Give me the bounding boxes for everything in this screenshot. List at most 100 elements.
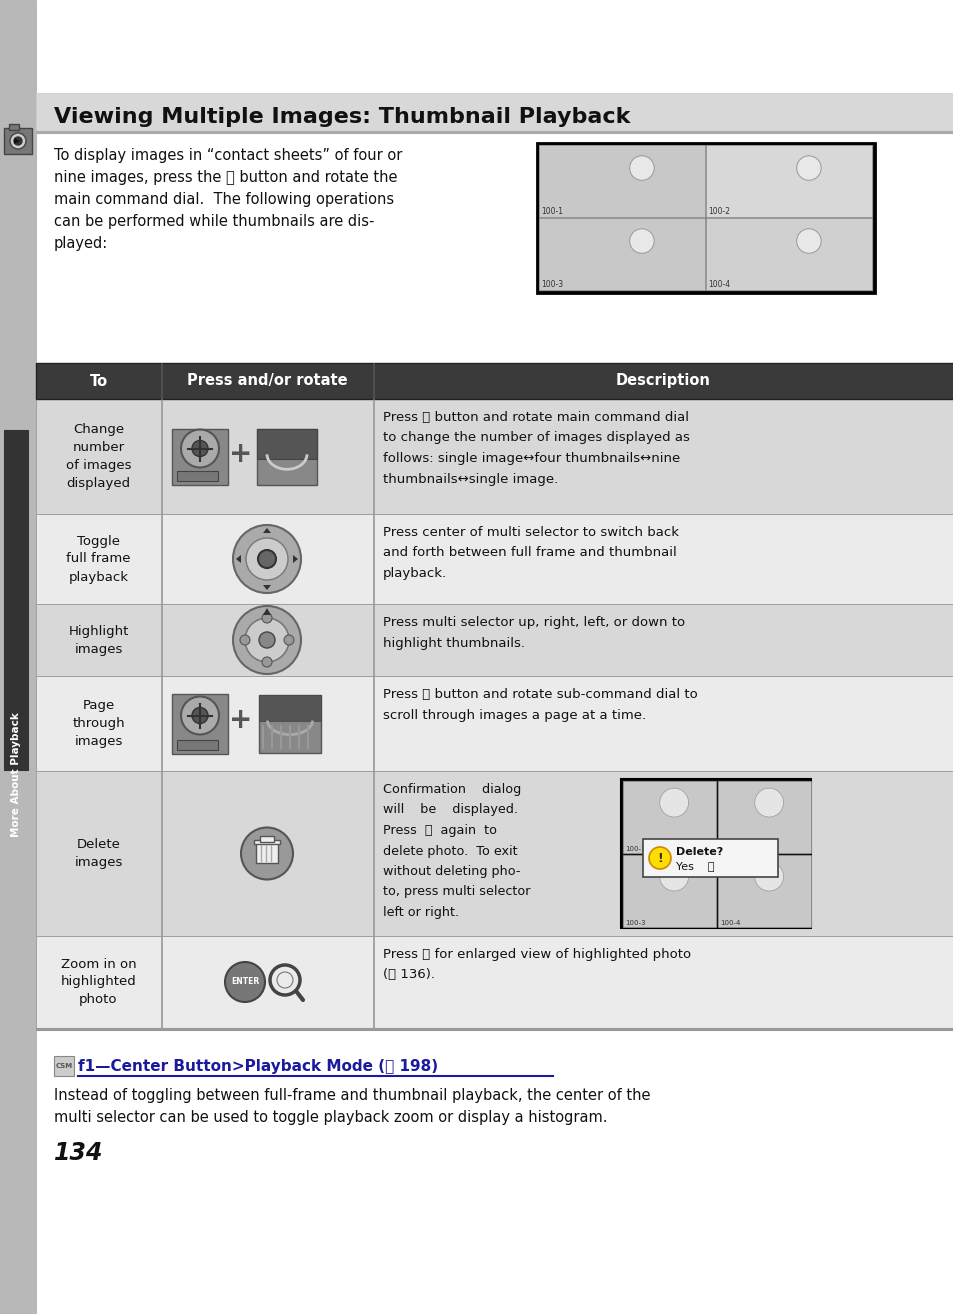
Text: and forth between full frame and thumbnail: and forth between full frame and thumbna… bbox=[382, 547, 676, 560]
Polygon shape bbox=[263, 528, 271, 533]
Text: can be performed while thumbnails are dis-: can be performed while thumbnails are di… bbox=[54, 214, 374, 229]
Text: Delete?: Delete? bbox=[676, 848, 722, 857]
Bar bbox=[620, 779, 810, 928]
Text: played:: played: bbox=[54, 237, 108, 251]
Text: left or right.: left or right. bbox=[382, 905, 458, 918]
Bar bbox=[622, 781, 716, 853]
Text: to, press multi selector: to, press multi selector bbox=[382, 886, 530, 899]
Text: 100-4: 100-4 bbox=[720, 920, 740, 926]
Bar bbox=[36, 93, 953, 131]
Text: without deleting pho-: without deleting pho- bbox=[382, 865, 520, 878]
Circle shape bbox=[246, 537, 288, 579]
Bar bbox=[373, 771, 374, 936]
Text: !: ! bbox=[657, 851, 662, 865]
Bar bbox=[642, 840, 778, 876]
Bar bbox=[260, 836, 274, 841]
Text: Press Ⓐ button and rotate main command dial: Press Ⓐ button and rotate main command d… bbox=[382, 411, 688, 424]
Bar bbox=[718, 855, 810, 926]
Bar bbox=[256, 428, 316, 485]
Text: 100-3: 100-3 bbox=[540, 280, 562, 289]
Text: Description: Description bbox=[616, 373, 710, 389]
Bar bbox=[373, 936, 374, 1028]
Bar bbox=[161, 936, 162, 1028]
Text: Confirmation    dialog: Confirmation dialog bbox=[382, 783, 520, 796]
Text: thumbnails↔single image.: thumbnails↔single image. bbox=[382, 473, 558, 485]
Bar bbox=[256, 428, 316, 460]
Bar bbox=[161, 363, 162, 399]
Text: Press Ⓐ button and rotate sub-command dial to: Press Ⓐ button and rotate sub-command di… bbox=[382, 689, 697, 700]
Text: More About Playback: More About Playback bbox=[11, 712, 21, 837]
Circle shape bbox=[192, 440, 208, 456]
Bar bbox=[538, 218, 704, 290]
Text: Delete
images: Delete images bbox=[74, 838, 123, 869]
Text: Zoom in on
highlighted
photo: Zoom in on highlighted photo bbox=[61, 958, 136, 1007]
Circle shape bbox=[181, 430, 219, 468]
Text: scroll through images a page at a time.: scroll through images a page at a time. bbox=[382, 708, 645, 721]
Circle shape bbox=[629, 229, 654, 254]
Circle shape bbox=[659, 862, 688, 891]
Text: To: To bbox=[90, 373, 108, 389]
Text: highlight thumbnails.: highlight thumbnails. bbox=[382, 636, 524, 649]
Bar bbox=[36, 131, 953, 133]
Bar bbox=[36, 514, 953, 604]
Bar bbox=[622, 855, 716, 926]
Bar bbox=[4, 430, 28, 770]
Text: ENTER: ENTER bbox=[231, 978, 259, 987]
Text: 100-2: 100-2 bbox=[707, 208, 729, 215]
Circle shape bbox=[241, 828, 293, 879]
Bar bbox=[177, 470, 218, 481]
Bar bbox=[161, 399, 162, 514]
Text: will    be    displayed.: will be displayed. bbox=[382, 803, 517, 816]
Text: 134: 134 bbox=[54, 1141, 103, 1166]
Circle shape bbox=[796, 156, 821, 180]
Text: (Ⓐ 136).: (Ⓐ 136). bbox=[382, 968, 435, 982]
Bar bbox=[373, 399, 374, 514]
Text: nine images, press the Ⓐ button and rotate the: nine images, press the Ⓐ button and rota… bbox=[54, 170, 397, 185]
Circle shape bbox=[14, 137, 22, 145]
Text: CSM: CSM bbox=[55, 1063, 72, 1070]
Text: 100-3: 100-3 bbox=[624, 920, 645, 926]
Polygon shape bbox=[263, 608, 271, 615]
Bar bbox=[177, 740, 218, 749]
Bar bbox=[538, 145, 704, 217]
Bar bbox=[161, 514, 162, 604]
Circle shape bbox=[181, 696, 219, 735]
Circle shape bbox=[629, 156, 654, 180]
Circle shape bbox=[257, 551, 275, 568]
Circle shape bbox=[262, 614, 272, 623]
Text: Press multi selector up, right, left, or down to: Press multi selector up, right, left, or… bbox=[382, 616, 684, 629]
Circle shape bbox=[262, 657, 272, 668]
Bar bbox=[258, 695, 320, 753]
Circle shape bbox=[648, 848, 670, 869]
Polygon shape bbox=[263, 585, 271, 590]
Text: 100-1: 100-1 bbox=[624, 846, 645, 851]
Text: 100-1: 100-1 bbox=[540, 208, 562, 215]
Bar bbox=[4, 127, 32, 154]
Bar bbox=[258, 695, 320, 720]
Text: Press center of multi selector to switch back: Press center of multi selector to switch… bbox=[382, 526, 679, 539]
Bar bbox=[253, 840, 280, 844]
Bar bbox=[172, 694, 228, 753]
Bar bbox=[161, 604, 162, 675]
Text: Press Ⓐ for enlarged view of highlighted photo: Press Ⓐ for enlarged view of highlighted… bbox=[382, 947, 690, 961]
Text: main command dial.  The following operations: main command dial. The following operati… bbox=[54, 192, 394, 208]
Bar bbox=[373, 514, 374, 604]
Text: Press and/or rotate: Press and/or rotate bbox=[187, 373, 347, 389]
Bar bbox=[373, 604, 374, 675]
Text: to change the number of images displayed as: to change the number of images displayed… bbox=[382, 431, 689, 444]
Text: Instead of toggling between full-frame and thumbnail playback, the center of the: Instead of toggling between full-frame a… bbox=[54, 1088, 650, 1102]
Bar bbox=[161, 675, 162, 771]
Text: Press  Ⓐ  again  to: Press Ⓐ again to bbox=[382, 824, 497, 837]
Circle shape bbox=[796, 229, 821, 254]
Text: delete photo.  To exit: delete photo. To exit bbox=[382, 845, 517, 858]
Bar bbox=[36, 936, 953, 1028]
Circle shape bbox=[10, 133, 26, 148]
Text: To display images in “contact sheets” of four or: To display images in “contact sheets” of… bbox=[54, 148, 402, 163]
Bar bbox=[705, 145, 871, 217]
Bar bbox=[36, 771, 953, 936]
Bar bbox=[0, 0, 36, 1314]
Bar bbox=[373, 675, 374, 771]
Bar bbox=[36, 399, 953, 514]
Bar bbox=[36, 604, 953, 675]
Text: +: + bbox=[229, 439, 253, 468]
